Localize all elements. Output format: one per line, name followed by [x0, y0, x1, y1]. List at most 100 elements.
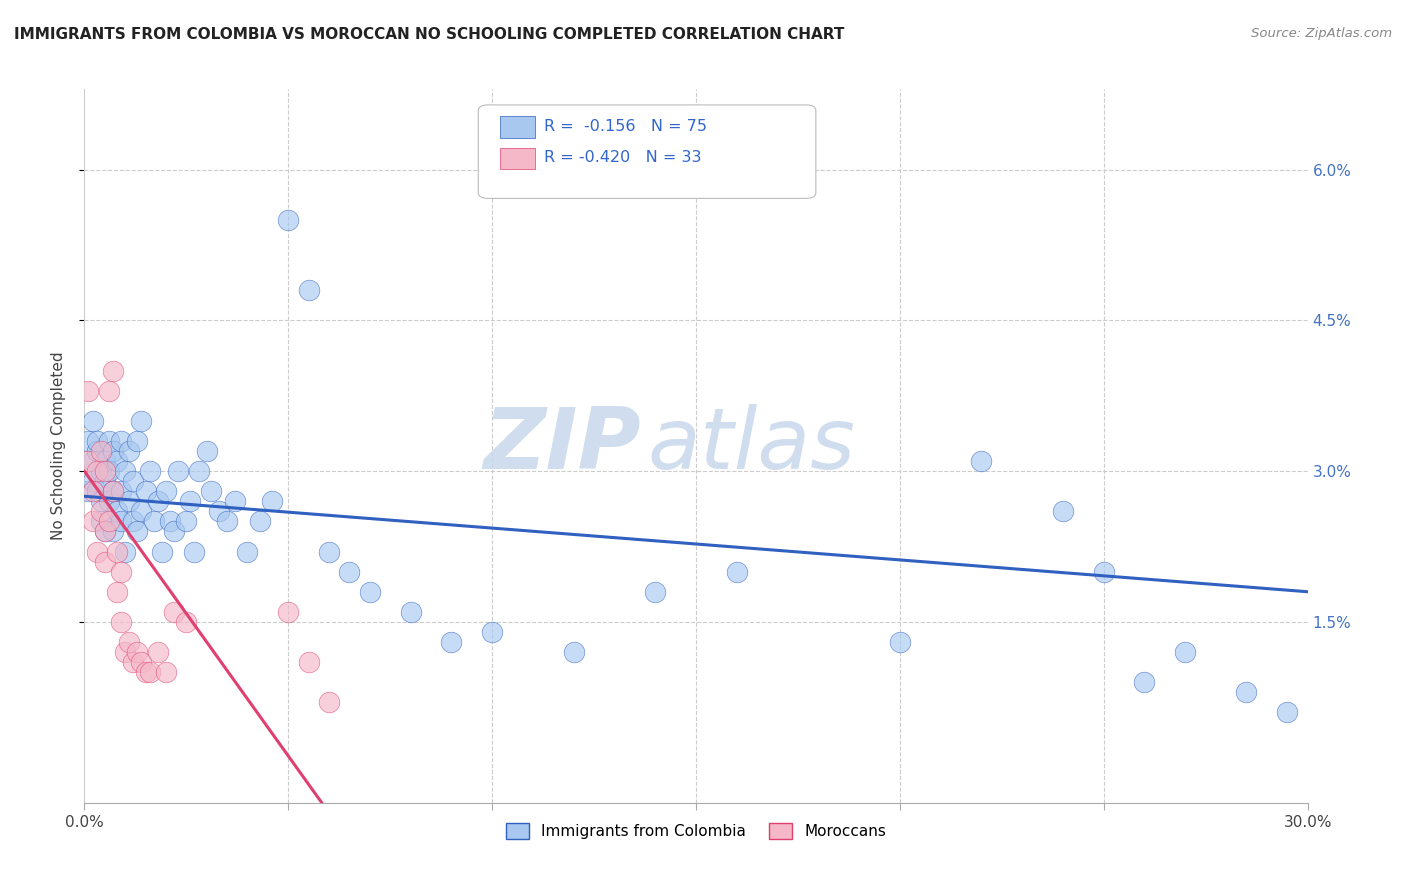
Point — [146, 494, 169, 508]
Point — [127, 645, 149, 659]
Point — [200, 484, 222, 499]
Point — [77, 384, 100, 398]
Point — [277, 605, 299, 619]
Bar — [501, 148, 534, 169]
Point — [90, 504, 112, 518]
Point — [174, 615, 197, 629]
Point — [1052, 504, 1074, 518]
Point — [562, 645, 585, 659]
Point — [93, 454, 115, 468]
Point — [889, 635, 911, 649]
Point — [1277, 706, 1299, 720]
Point — [131, 655, 153, 669]
Point — [146, 645, 169, 659]
Point — [135, 665, 157, 680]
Point — [86, 484, 108, 499]
Point — [97, 464, 120, 478]
Point — [644, 584, 666, 599]
Point — [187, 464, 209, 478]
Point — [90, 464, 112, 478]
Point — [77, 454, 100, 468]
Point — [97, 494, 120, 508]
Point — [131, 504, 153, 518]
Y-axis label: No Schooling Completed: No Schooling Completed — [51, 351, 66, 541]
Point — [208, 504, 231, 518]
Point — [114, 544, 136, 558]
Point — [105, 454, 128, 468]
Point — [93, 524, 115, 539]
Point — [481, 624, 503, 639]
Point — [118, 494, 141, 508]
Point — [179, 494, 201, 508]
Point — [105, 544, 128, 558]
Point — [195, 444, 218, 458]
Point — [97, 515, 120, 529]
Text: Source: ZipAtlas.com: Source: ZipAtlas.com — [1251, 27, 1392, 40]
Point — [122, 474, 145, 488]
Point — [183, 544, 205, 558]
Point — [86, 434, 108, 448]
Point — [110, 484, 132, 499]
Point — [101, 484, 124, 499]
Point — [217, 515, 239, 529]
Point — [118, 635, 141, 649]
Point — [82, 515, 104, 529]
Point — [359, 584, 381, 599]
Point — [1092, 565, 1115, 579]
Point — [86, 544, 108, 558]
Point — [90, 444, 112, 458]
Point — [298, 655, 321, 669]
Point — [440, 635, 463, 649]
Point — [93, 464, 115, 478]
Point — [163, 524, 186, 539]
Point — [131, 414, 153, 428]
Point — [127, 524, 149, 539]
Point — [155, 484, 177, 499]
Point — [298, 283, 321, 297]
Point — [114, 645, 136, 659]
Point — [90, 515, 112, 529]
Point — [101, 484, 124, 499]
Point — [82, 484, 104, 499]
Point — [101, 363, 124, 377]
Bar — [501, 116, 534, 137]
Point — [97, 434, 120, 448]
Point — [167, 464, 190, 478]
Text: atlas: atlas — [647, 404, 855, 488]
Point — [110, 615, 132, 629]
Point — [1174, 645, 1197, 659]
Point — [260, 494, 283, 508]
Point — [114, 464, 136, 478]
Point — [90, 494, 112, 508]
Text: ZIP: ZIP — [484, 404, 641, 488]
Point — [224, 494, 246, 508]
Point — [135, 484, 157, 499]
Point — [118, 444, 141, 458]
Point — [101, 444, 124, 458]
Point — [725, 565, 748, 579]
Point — [110, 515, 132, 529]
Point — [318, 544, 340, 558]
Point — [970, 454, 993, 468]
Text: R =  -0.156   N = 75: R = -0.156 N = 75 — [544, 119, 707, 134]
Point — [138, 665, 160, 680]
Text: IMMIGRANTS FROM COLOMBIA VS MOROCCAN NO SCHOOLING COMPLETED CORRELATION CHART: IMMIGRANTS FROM COLOMBIA VS MOROCCAN NO … — [14, 27, 845, 42]
Point — [159, 515, 181, 529]
Point — [174, 515, 197, 529]
Point — [101, 524, 124, 539]
Point — [138, 464, 160, 478]
Point — [105, 504, 128, 518]
Point — [77, 434, 100, 448]
Point — [122, 655, 145, 669]
Point — [97, 384, 120, 398]
Point — [249, 515, 271, 529]
Text: R = -0.420   N = 33: R = -0.420 N = 33 — [544, 150, 702, 165]
FancyBboxPatch shape — [478, 105, 815, 198]
Point — [110, 434, 132, 448]
Point — [277, 212, 299, 227]
Point — [142, 515, 165, 529]
Point — [105, 584, 128, 599]
Point — [93, 474, 115, 488]
Point — [82, 474, 104, 488]
Point — [86, 464, 108, 478]
